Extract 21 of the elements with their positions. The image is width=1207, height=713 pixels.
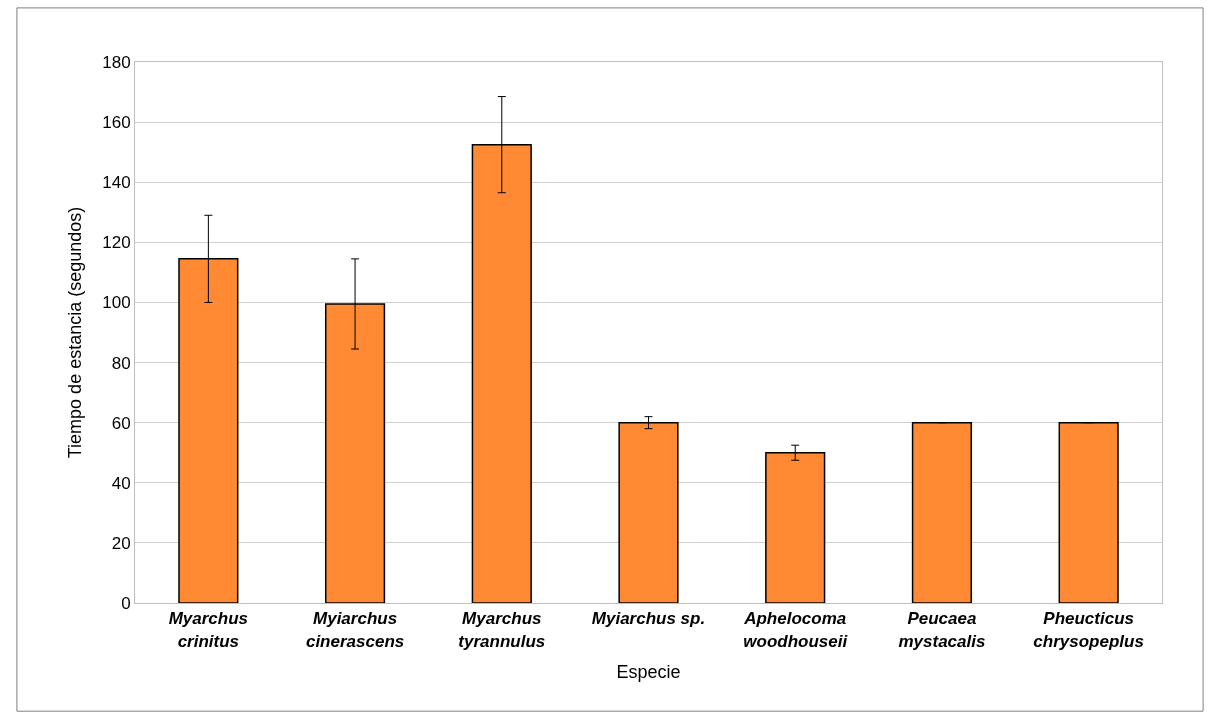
x-tick-label: Myiarchus cinerascens (305, 609, 405, 651)
y-tick-label: 20 (111, 533, 131, 553)
y-axis-title: Tiempo de estancia (segundos) (65, 206, 86, 459)
y-tick-label: 80 (111, 353, 131, 373)
y-tick-label: 180 (102, 52, 131, 72)
x-tick-label: Myarchus tyrannulus (458, 609, 546, 651)
bar (1058, 421, 1119, 603)
y-tick-label: 40 (111, 473, 131, 493)
y-tick-label: 140 (102, 173, 131, 193)
x-tick-label: Myiarchus sp. (591, 609, 706, 629)
y-tick-label: 60 (111, 413, 131, 433)
x-tick-label: Peucaea mystacalis (898, 609, 986, 651)
x-tick-label: Aphelocoma woodhouseii (743, 609, 849, 651)
x-axis-title: Especie (616, 661, 681, 682)
y-tick-label: 100 (102, 293, 131, 313)
bar (911, 421, 973, 603)
y-tick-label: 120 (102, 233, 131, 253)
x-tick-label: Myarchus crinitus (168, 609, 249, 651)
y-tick-label: 0 (121, 593, 131, 613)
x-tick-label: Pheucticus chrysopeplus (1033, 609, 1144, 651)
y-tick-label: 160 (102, 113, 131, 133)
